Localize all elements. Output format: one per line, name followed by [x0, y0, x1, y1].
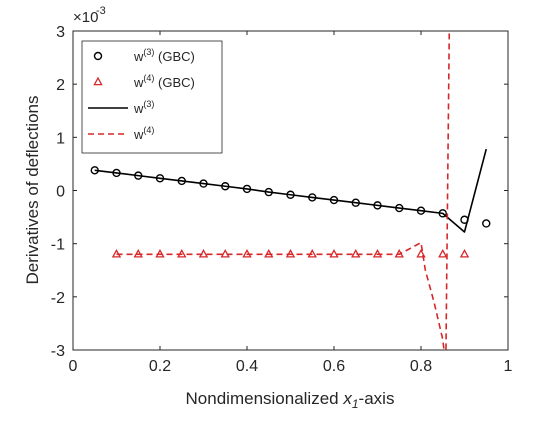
legend-marker-triangle [93, 76, 103, 86]
x-tick-label: 0.4 [236, 358, 258, 375]
legend-label-base: w [133, 127, 144, 142]
y-tick-label: 2 [56, 77, 65, 94]
x-tick-label: 0.6 [323, 358, 345, 375]
y-scale-exponent: -3 [96, 5, 106, 17]
series-2-point [416, 248, 426, 258]
legend-label-sup: (4) [143, 125, 154, 135]
series-group [90, 31, 491, 350]
legend-label-sup: (4) [143, 73, 154, 83]
legend-box [81, 40, 223, 154]
y-tick-label: -1 [51, 237, 65, 254]
x-axis-label-prefix: Nondimensionalized [186, 389, 344, 408]
x-tick-label: 0.8 [410, 358, 432, 375]
data-layer [90, 31, 491, 350]
series-3-line [94, 148, 488, 233]
series-4-line [116, 31, 451, 350]
x-tick-label: 0 [69, 358, 78, 375]
x-axis-label-var: x [342, 389, 352, 408]
legend-marker-circle [93, 51, 103, 61]
y-tick-label: 0 [56, 184, 65, 201]
legend-label-sup: (3) [143, 99, 154, 109]
y-tick-label: 3 [56, 24, 65, 41]
legend-label-base: w [133, 49, 144, 64]
legend-label-suffix: (GBC) [154, 75, 194, 90]
x-axis-label-suffix: -axis [359, 389, 395, 408]
legend-label-base: w [133, 75, 144, 90]
y-scale-base: ×10 [73, 9, 98, 26]
legend-label-suffix: (GBC) [154, 49, 194, 64]
y-tick-label: -3 [51, 343, 65, 360]
legend-label-sup: (3) [143, 47, 154, 57]
series-2-point [438, 248, 448, 258]
x-tick-label: 1 [504, 358, 513, 375]
tick-layer: 0 0.2 0.4 0.6 0.8 1 -3 -2 -1 0 1 2 3 [51, 24, 513, 375]
legend: w(3) (GBC)w(4) (GBC)w(3)w(4) [81, 40, 223, 154]
legend-label-base: w [133, 101, 144, 116]
y-axis-label: Derivatives of deflections [23, 96, 42, 285]
x-tick-label: 0.2 [149, 358, 171, 375]
legend-label: w(4) [133, 125, 154, 142]
y-tick-label: 1 [56, 130, 65, 147]
legend-label: w(3) [133, 99, 154, 116]
y-scale-factor: ×10 -3 [73, 5, 106, 26]
legend-label: w(3) (GBC) [133, 47, 195, 64]
y-tick-label: -2 [51, 290, 65, 307]
x-axis-label: Nondimensionalized x1-axis [186, 389, 395, 411]
series-1-point [482, 219, 491, 228]
series-2-point [459, 248, 470, 258]
legend-label: w(4) (GBC) [133, 73, 195, 90]
x-axis-label-sub: 1 [352, 397, 359, 411]
